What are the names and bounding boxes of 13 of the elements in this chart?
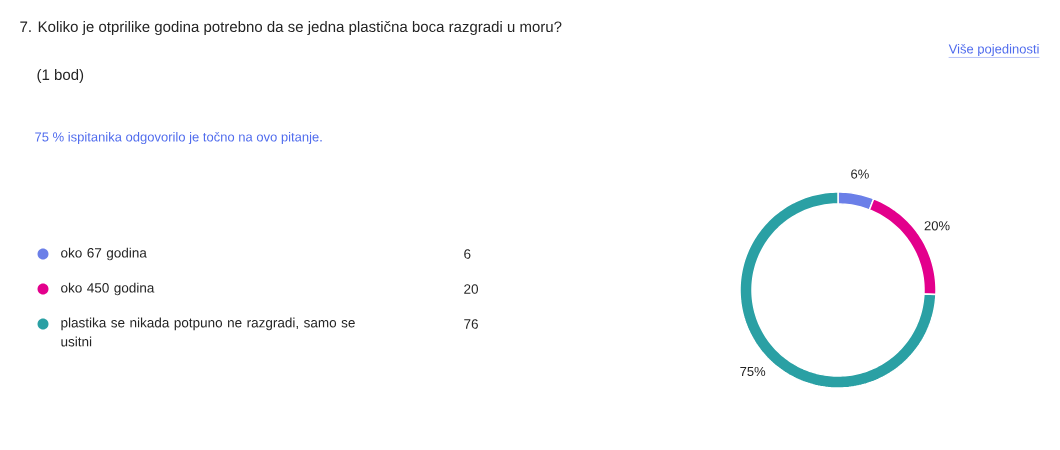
data-label: 20% (924, 221, 950, 231)
text: 20 (464, 284, 479, 294)
chart-subtitle: (1 bod) (37, 69, 84, 83)
legend-label: plastika se nikada potpuno ne razgradi, samo se usitni (61, 317, 355, 347)
text: 75 % ispitanika odgovorilo je točno na ovo pitanje. (35, 131, 322, 145)
legend-label: oko 450 godina (61, 282, 155, 296)
chart-title: 7. Koliko je otprilike godina potrebno da se jedna plastična boca razgradi u moru? (20, 20, 562, 36)
legend-label: oko 67 godina (61, 247, 147, 261)
text: 6 (464, 249, 471, 259)
text: 76 (464, 319, 478, 329)
text: Više pojedinosti (948, 43, 1039, 57)
data-label: 6% (851, 169, 869, 179)
data-label: 75% (740, 366, 766, 377)
